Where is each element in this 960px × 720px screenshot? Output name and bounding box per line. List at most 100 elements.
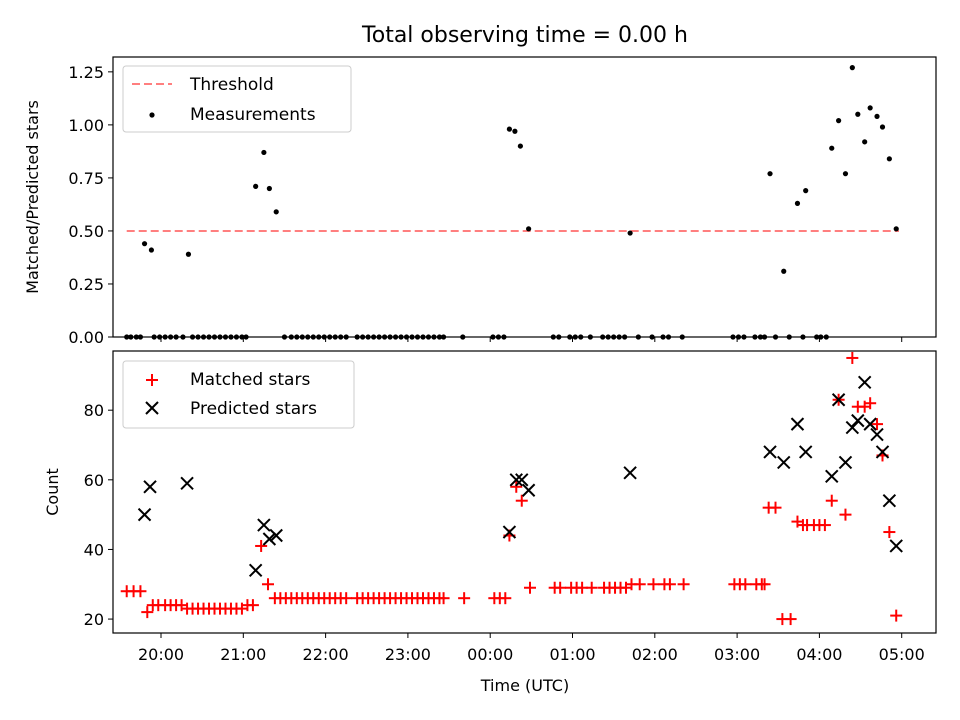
predicted-point xyxy=(790,417,805,431)
legend-matched-swatch xyxy=(146,374,158,386)
measurement-point xyxy=(879,124,886,130)
measurement-point xyxy=(874,113,880,119)
predicted-point xyxy=(889,539,903,553)
measurement-point xyxy=(886,156,892,162)
measurement-point xyxy=(253,183,259,189)
measurement-point xyxy=(767,171,773,177)
measurement-point xyxy=(829,145,835,151)
predicted-point xyxy=(515,473,529,487)
x-tick-label: 21:00 xyxy=(220,645,266,664)
measurement-point xyxy=(512,128,518,134)
measurement-point xyxy=(517,143,523,149)
predicted-point xyxy=(143,480,157,494)
top-legend-box xyxy=(122,65,352,133)
matched-point xyxy=(261,578,274,591)
predicted-point xyxy=(180,476,194,491)
bottom-axes-frame xyxy=(112,350,937,634)
predicted-point xyxy=(502,525,517,539)
measurement-point xyxy=(627,230,633,236)
measurement-point xyxy=(849,65,855,71)
matched-point xyxy=(585,581,598,594)
predicted-point xyxy=(262,532,277,546)
top-y-tick-label: 1.25 xyxy=(68,63,104,82)
top-y-tick-label: 0.75 xyxy=(68,169,104,188)
matched-point xyxy=(437,592,450,605)
legend-measurements-swatch xyxy=(149,112,155,118)
predicted-point xyxy=(863,417,877,431)
predicted-point xyxy=(763,445,777,459)
series-predicted-stars xyxy=(137,375,903,578)
bottom-panel: 20:00 21:00 22:00 23:00 00:00 01:00 02:00 03:00… xyxy=(43,350,937,695)
matched-point xyxy=(739,578,752,591)
x-tick-label: 05:00 xyxy=(879,645,925,664)
predicted-point xyxy=(521,483,536,497)
matched-point xyxy=(839,508,852,521)
top-y-axis-label: Matched/Predicted stars xyxy=(23,100,42,294)
predicted-point xyxy=(269,528,283,543)
measurement-point xyxy=(855,111,861,117)
matched-point xyxy=(871,418,884,431)
measurement-point xyxy=(185,251,192,257)
predicted-point xyxy=(137,507,152,522)
measurement-point xyxy=(526,226,532,232)
measurement-point xyxy=(794,200,801,206)
measurement-point xyxy=(893,226,899,232)
top-y-tick-label: 0.00 xyxy=(68,328,104,347)
matched-point xyxy=(340,592,353,605)
predicted-point xyxy=(257,518,271,532)
measurement-point xyxy=(148,247,155,253)
predicted-point xyxy=(875,445,890,459)
x-tick-label: 03:00 xyxy=(714,645,760,664)
predicted-point xyxy=(623,466,637,480)
legend-matched-label: Matched stars xyxy=(190,370,310,390)
predicted-point xyxy=(851,413,865,428)
predicted-point xyxy=(831,393,846,407)
matched-point xyxy=(141,606,154,619)
bottom-ticks: 20:00 21:00 22:00 23:00 00:00 01:00 02:00 03:00… xyxy=(84,401,925,664)
matched-point xyxy=(769,501,782,514)
matched-point xyxy=(647,578,660,591)
bottom-series-group xyxy=(120,351,903,626)
predicted-point xyxy=(870,427,884,442)
matched-point xyxy=(515,494,528,507)
matched-point xyxy=(677,578,690,591)
series-matched-stars xyxy=(120,351,903,626)
predicted-point xyxy=(882,493,897,508)
predicted-point xyxy=(838,455,853,470)
x-tick-label: 22:00 xyxy=(303,645,349,664)
measurement-point xyxy=(803,188,809,194)
top-axes-frame xyxy=(112,56,937,338)
measurement-point xyxy=(842,171,849,177)
measurement-point xyxy=(266,185,272,192)
predicted-point xyxy=(509,473,523,487)
legend-predicted-swatch xyxy=(145,401,159,415)
measurement-point xyxy=(141,241,148,247)
x-tick-label: 20:00 xyxy=(138,645,184,664)
predicted-point xyxy=(845,420,860,435)
bottom-y-tick-label: 20 xyxy=(84,610,104,629)
x-tick-label: 00:00 xyxy=(467,645,513,664)
bottom-legend: Matched stars Predicted stars xyxy=(122,360,355,429)
legend-threshold-label: Threshold xyxy=(189,75,274,95)
bottom-y-tick-label: 60 xyxy=(84,471,104,490)
chart-title: Total observing time = 0.00 h xyxy=(361,23,688,48)
predicted-point xyxy=(857,375,872,390)
predicted-point xyxy=(798,445,813,459)
measurement-point xyxy=(506,126,513,132)
matched-point xyxy=(818,519,831,532)
x-tick-label: 02:00 xyxy=(632,645,678,664)
predicted-point xyxy=(777,455,791,470)
measurement-point xyxy=(862,139,868,145)
matched-point xyxy=(864,397,877,410)
measurement-point xyxy=(867,105,873,111)
matched-point xyxy=(510,480,523,493)
matched-point xyxy=(784,613,797,626)
matched-point xyxy=(663,578,676,591)
matched-point xyxy=(825,494,838,507)
matched-point xyxy=(633,578,646,591)
matched-point xyxy=(758,578,771,591)
top-y-tick-label: 0.25 xyxy=(68,275,104,294)
x-tick-label: 01:00 xyxy=(549,645,595,664)
bottom-y-tick-label: 80 xyxy=(84,401,104,420)
top-legend: Threshold Measurements xyxy=(122,65,352,133)
